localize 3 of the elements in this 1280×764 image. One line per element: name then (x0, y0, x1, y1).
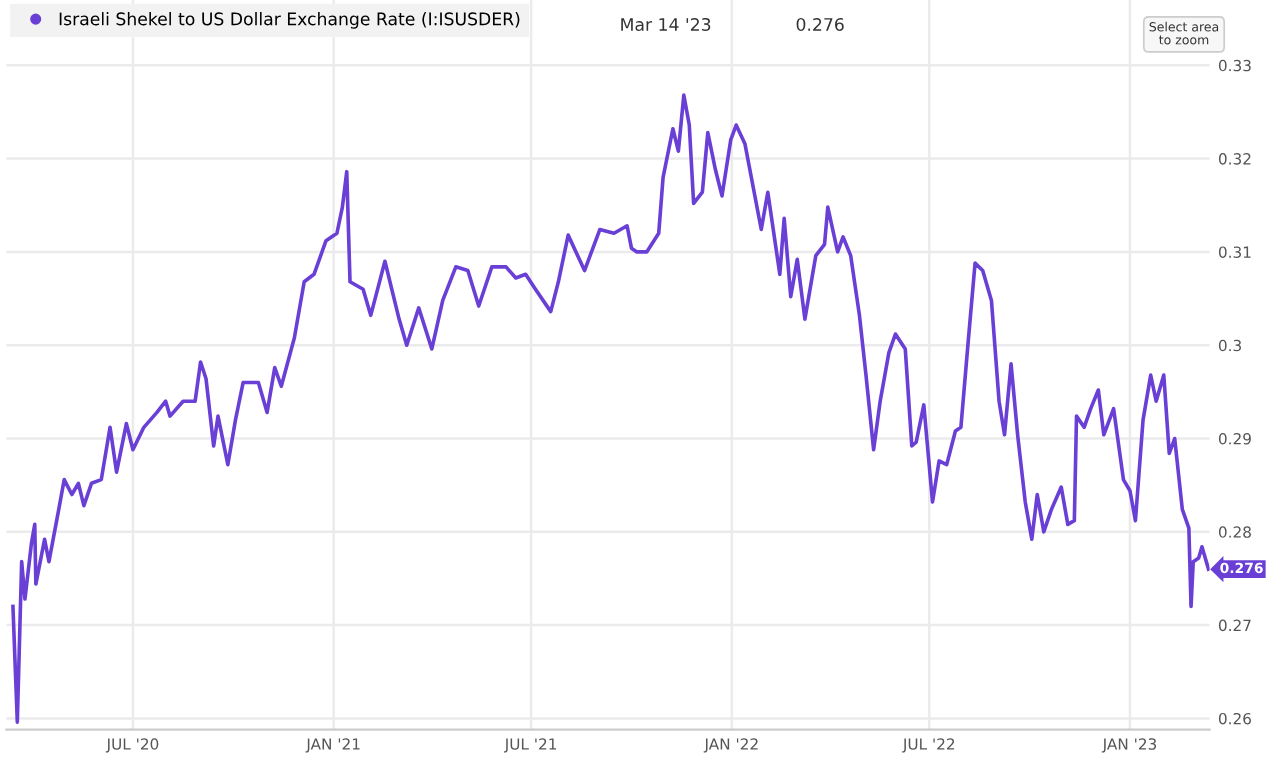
annotation: 0.276 (796, 17, 844, 31)
legend-label: Israeli Shekel to US Dollar Exchange Rate (I:ISUSDER) (59, 12, 520, 29)
annotation: Mar 14 '23 (621, 17, 711, 31)
